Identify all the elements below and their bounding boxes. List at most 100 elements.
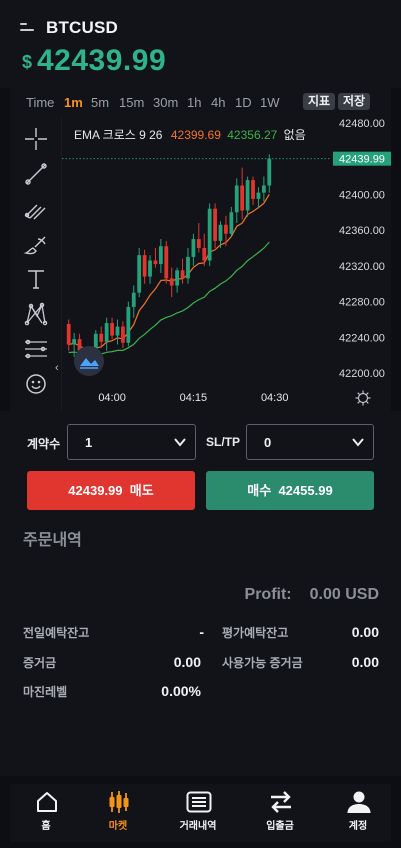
x-tick-label: 04:15 bbox=[180, 392, 208, 404]
tf-1w[interactable]: 1W bbox=[260, 95, 280, 110]
profit-value: 0.00 USD bbox=[309, 586, 379, 603]
tab-home-label: 홈 bbox=[41, 821, 51, 832]
measure-icon[interactable] bbox=[23, 336, 49, 362]
legend-suffix: 없음 bbox=[283, 128, 306, 142]
candle-body bbox=[267, 158, 272, 186]
order-panel: 계약수 1 SL/TP 0 42439.99 매도 매수 42455.99 주문… bbox=[0, 411, 401, 776]
profit-summary: Profit: 0.00 USD bbox=[245, 586, 379, 604]
candle-body bbox=[93, 333, 98, 361]
eval-balance-label: 평가예탁잔고 bbox=[222, 626, 289, 640]
tab-account-label: 계정 bbox=[348, 821, 368, 832]
y-tick-label: 42200.00 bbox=[339, 368, 385, 380]
candle-body bbox=[153, 260, 158, 265]
tab-history[interactable]: 거래내역 bbox=[162, 784, 234, 842]
candle-body bbox=[202, 248, 207, 261]
divider bbox=[0, 776, 401, 784]
candle-body bbox=[126, 306, 131, 343]
tab-history-label: 거래내역 bbox=[179, 821, 217, 832]
available-margin-label: 사용가능 증거금 bbox=[222, 656, 303, 670]
header: BTCUSD $ 42439.99 bbox=[0, 0, 401, 88]
quantity-value: 1 bbox=[85, 435, 93, 450]
menu-icon[interactable] bbox=[20, 23, 34, 33]
candle-body bbox=[158, 246, 163, 265]
tf-time[interactable]: Time bbox=[26, 95, 55, 110]
candle-body bbox=[240, 185, 245, 211]
candle-body bbox=[234, 185, 239, 213]
margin-label: 증거금 bbox=[23, 656, 57, 670]
tf-1m[interactable]: 1m bbox=[64, 95, 83, 110]
chart-legend: EMA 크로스 9 26 42399.69 42356.27 없음 bbox=[74, 126, 306, 143]
pattern-icon[interactable] bbox=[23, 301, 49, 327]
fib-icon[interactable] bbox=[23, 196, 49, 222]
quantity-select[interactable]: 1 bbox=[67, 424, 196, 460]
tf-1h[interactable]: 1h bbox=[187, 95, 202, 110]
legend-label: EMA 크로스 9 26 bbox=[74, 128, 163, 142]
emoji-icon[interactable] bbox=[23, 371, 49, 397]
tradingview-logo-icon bbox=[74, 346, 104, 376]
tab-home[interactable]: 홈 bbox=[10, 784, 82, 842]
tf-1d[interactable]: 1D bbox=[235, 95, 252, 110]
candle-body bbox=[164, 246, 169, 279]
candle-body bbox=[142, 255, 147, 277]
ema-slow-value: 42356.27 bbox=[227, 128, 278, 142]
indicator-button[interactable]: 지표 bbox=[303, 93, 336, 110]
candle-body bbox=[148, 260, 152, 277]
candle-body bbox=[196, 239, 201, 248]
tab-transfer[interactable]: 입출금 bbox=[244, 784, 316, 842]
chevron-down-icon bbox=[174, 438, 186, 447]
symbol-title: BTCUSD bbox=[46, 18, 119, 37]
tab-market[interactable]: 마켓 bbox=[82, 784, 154, 842]
save-button[interactable]: 저장 bbox=[338, 93, 371, 110]
current-price-tag bbox=[333, 151, 391, 166]
crosshair-icon[interactable] bbox=[23, 126, 49, 152]
trendline-icon[interactable] bbox=[23, 161, 49, 187]
tab-account[interactable]: 계정 bbox=[322, 784, 394, 842]
candle-body bbox=[213, 208, 217, 241]
candle-body bbox=[72, 339, 77, 345]
candle-body bbox=[99, 333, 104, 342]
tf-15m[interactable]: 15m bbox=[119, 95, 145, 110]
tf-4h[interactable]: 4h bbox=[211, 95, 226, 110]
sell-label: 매도 bbox=[129, 483, 154, 498]
price-chart[interactable]: 42439.99 42480.00 42400.00 42360.00 42320.00… bbox=[62, 114, 391, 410]
candle-body bbox=[110, 323, 114, 336]
candle-body bbox=[66, 323, 71, 345]
y-tick-label: 42280.00 bbox=[339, 297, 385, 309]
buy-button[interactable]: 매수 42455.99 bbox=[206, 471, 374, 510]
candle-body bbox=[169, 278, 174, 286]
candle-body bbox=[175, 270, 180, 286]
quantity-label: 계약수 bbox=[27, 437, 61, 451]
margin-value: 0.00 bbox=[173, 654, 201, 670]
user-icon bbox=[347, 791, 371, 813]
gear-icon[interactable] bbox=[355, 390, 371, 406]
collapse-toolbar-icon[interactable]: ‹ bbox=[55, 362, 59, 374]
ema-fast-value: 42399.69 bbox=[170, 128, 221, 142]
y-tick-label: 42400.00 bbox=[339, 189, 385, 201]
candle-body bbox=[261, 185, 266, 193]
chart-panel: Time 1m 5m 15m 30m 1h 4h 1D 1W 지표 저장 ‹ bbox=[10, 88, 391, 411]
candle-body bbox=[191, 239, 196, 257]
list-icon bbox=[186, 791, 212, 813]
brush-icon[interactable] bbox=[23, 231, 49, 257]
current-price-label: 42439.99 bbox=[339, 154, 385, 166]
x-tick-label: 04:30 bbox=[261, 392, 289, 404]
eval-balance-value: 0.00 bbox=[351, 624, 379, 640]
buy-label: 매수 bbox=[247, 483, 272, 498]
text-icon[interactable] bbox=[23, 266, 49, 292]
sell-button[interactable]: 42439.99 매도 bbox=[27, 471, 195, 510]
sltp-label: SL/TP bbox=[206, 435, 241, 449]
candle-body bbox=[104, 323, 109, 342]
candle-body bbox=[245, 180, 250, 211]
prev-balance-label: 전일예탁잔고 bbox=[23, 626, 90, 640]
tf-5m[interactable]: 5m bbox=[91, 95, 110, 110]
buy-price: 42455.99 bbox=[278, 483, 333, 498]
prev-balance-value: - bbox=[199, 624, 204, 640]
candle-body bbox=[137, 255, 142, 293]
available-margin-value: 0.00 bbox=[351, 654, 379, 670]
current-price: 42439.99 bbox=[37, 44, 167, 77]
drawing-toolbar: ‹ bbox=[10, 118, 62, 410]
chevron-down-icon bbox=[352, 438, 364, 447]
sltp-select[interactable]: 0 bbox=[246, 424, 374, 460]
tab-transfer-label: 입출금 bbox=[266, 821, 294, 832]
tf-30m[interactable]: 30m bbox=[153, 95, 179, 110]
